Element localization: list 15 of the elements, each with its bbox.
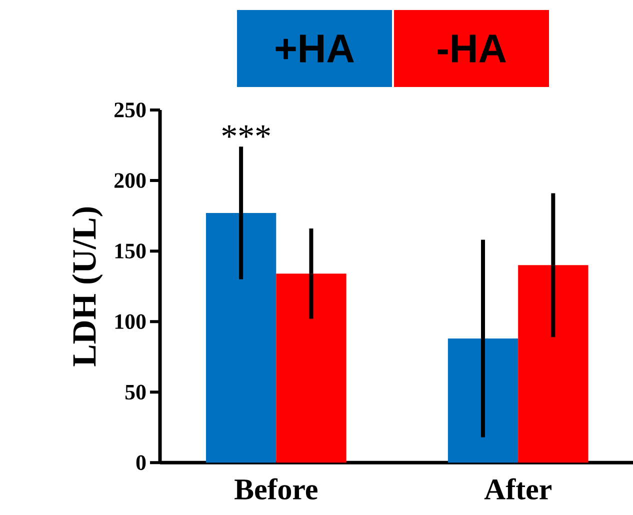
y-tick-label: 200 (114, 173, 146, 188)
bar (276, 274, 346, 463)
x-tick-label: After (484, 478, 552, 500)
y-tick-label: 100 (115, 314, 146, 330)
x-tick-label: Before (234, 478, 318, 500)
y-tick-label: 150 (115, 244, 146, 258)
y-tick-label: 0 (136, 455, 146, 470)
bar (518, 265, 588, 463)
text: +HA (276, 34, 354, 62)
bar (206, 212, 276, 463)
text: -HA (438, 34, 506, 62)
y-axis-title: LDH (U/L) (72, 207, 103, 366)
y-tick-label: 250 (114, 102, 146, 118)
y-tick-label: 50 (125, 384, 146, 400)
annotation: *** (222, 125, 270, 138)
